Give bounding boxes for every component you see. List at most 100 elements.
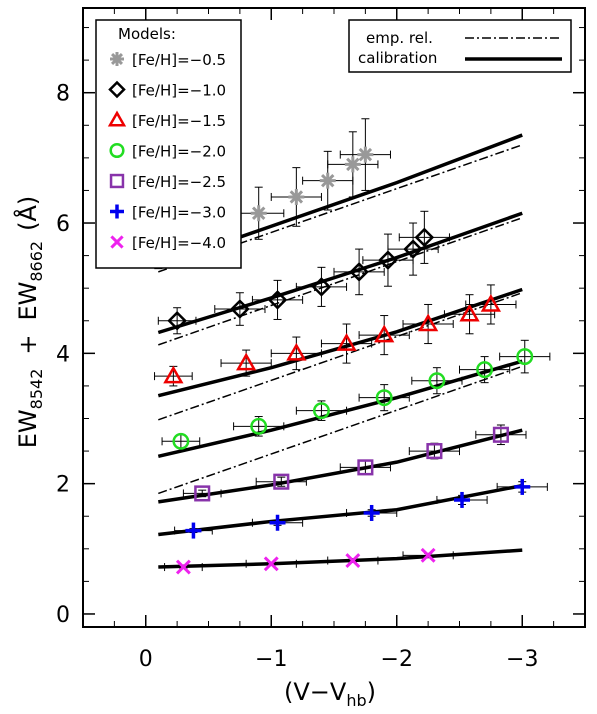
data-point — [333, 248, 385, 296]
calibration-line — [157, 287, 523, 398]
data-point — [398, 210, 450, 264]
point-marker — [357, 459, 374, 476]
point-marker — [375, 389, 393, 407]
legend-marker — [110, 235, 124, 249]
calibration-line — [158, 548, 523, 569]
y-tick-label: 2 — [56, 473, 70, 498]
data-point — [346, 504, 398, 521]
data-point — [436, 491, 488, 508]
data-point — [214, 292, 266, 326]
data-point — [339, 459, 391, 476]
y-axis-label-sub2: 8662 — [27, 241, 46, 282]
x-axis-title: (V−Vhb) — [284, 678, 376, 710]
lines-legend-cal-label: calibration — [358, 49, 437, 67]
data-point — [157, 307, 197, 335]
y-tick-label: 4 — [56, 342, 70, 367]
models-legend-entry: [Fe/H]=−2.0 — [109, 143, 226, 161]
svg-text:(V−Vhb): (V−Vhb) — [284, 678, 376, 710]
point-marker — [476, 361, 494, 379]
point-marker — [273, 473, 290, 490]
point-marker — [313, 402, 330, 420]
data-point — [320, 323, 373, 364]
x-axis-label: (V−V — [284, 678, 347, 706]
y-axis-label-ew2: EW — [14, 282, 42, 321]
data-point — [465, 284, 517, 325]
data-point — [443, 294, 496, 335]
empirical-relation-line — [158, 292, 523, 421]
data-point — [339, 118, 391, 191]
x-tick-label: −1 — [255, 647, 287, 672]
svg-text:EW8542+EW8662(Å): EW8542+EW8662(Å) — [13, 196, 46, 449]
lines-legend-emp-label: emp. rel. — [366, 29, 433, 47]
y-axis-label-unit: (Å) — [13, 196, 42, 231]
models-legend-entries: [Fe/H]=−0.5 [Fe/H]=−1.0 [Fe/H]=−1.5 [Fe/H]=… — [107, 51, 226, 252]
point-marker — [426, 443, 443, 460]
models-legend-label: [Fe/H]=−1.0 — [132, 82, 226, 100]
data-point — [408, 442, 460, 460]
data-point — [327, 553, 379, 568]
y-axis-label-ew1: EW — [14, 409, 42, 448]
legend-marker — [109, 173, 125, 189]
x-axis-label-close: ) — [367, 678, 376, 706]
data-point — [499, 339, 551, 374]
x-tick-label: 0 — [139, 647, 153, 672]
point-marker — [235, 352, 257, 371]
calibration-line — [157, 211, 523, 335]
point-marker — [374, 324, 395, 343]
point-marker — [516, 348, 534, 366]
models-legend-entry: [Fe/H]=−1.5 — [107, 110, 226, 130]
y-tick-label: 8 — [56, 82, 70, 107]
point-marker — [172, 432, 190, 450]
point-marker — [286, 342, 307, 361]
legend-marker — [107, 110, 127, 127]
data-point — [387, 222, 439, 276]
point-marker — [167, 310, 187, 331]
models-legend-title: Models: — [118, 25, 176, 43]
models-legend-label: [Fe/H]=−3.0 — [132, 204, 226, 222]
point-marker — [288, 188, 305, 205]
y-axis-label-plus: + — [14, 335, 42, 355]
point-marker — [454, 491, 471, 508]
point-marker — [420, 547, 436, 563]
point-marker — [185, 522, 202, 539]
data-point — [233, 416, 285, 437]
point-marker — [414, 227, 435, 248]
data-point — [164, 559, 203, 575]
data-point — [358, 384, 410, 412]
x-tick-label: −3 — [506, 647, 538, 672]
calibration-line — [158, 483, 523, 537]
data-point — [295, 266, 348, 307]
point-marker — [267, 290, 288, 310]
axis-ticks: 0 −1 −2 −3 0 2 4 6 8 — [56, 8, 585, 672]
point-marker — [263, 556, 279, 572]
point-marker — [403, 239, 423, 259]
calibration-lines — [157, 133, 523, 569]
point-marker — [428, 372, 446, 390]
x-axis-label-sub: hb — [346, 691, 366, 710]
data-point — [402, 547, 454, 563]
point-marker — [269, 514, 286, 531]
lines-legend-box — [348, 19, 572, 73]
point-marker — [349, 262, 369, 282]
point-marker — [417, 313, 439, 332]
models-legend-label: [Fe/H]=−2.0 — [132, 143, 226, 161]
point-marker — [319, 172, 336, 189]
models-legend-entry: [Fe/H]=−0.5 — [110, 51, 226, 69]
data-point — [295, 400, 348, 421]
data-point — [251, 514, 304, 531]
data-point — [358, 315, 410, 356]
point-marker — [378, 250, 398, 270]
empirical-relation-line — [158, 365, 523, 495]
point-marker — [480, 293, 502, 312]
data-point — [270, 336, 322, 371]
models-legend: Models: [Fe/H]=−0.5 [Fe/H]=−1.0 [Fe/H]=−1.… — [95, 19, 242, 269]
legend-marker — [110, 52, 124, 66]
data-point — [174, 522, 213, 539]
data-point — [255, 473, 307, 490]
y-tick-label: 0 — [56, 603, 70, 628]
point-marker — [363, 504, 380, 521]
point-marker — [459, 303, 480, 322]
y-axis-label-sub1: 8542 — [27, 369, 46, 410]
y-tick-label: 6 — [56, 212, 70, 237]
